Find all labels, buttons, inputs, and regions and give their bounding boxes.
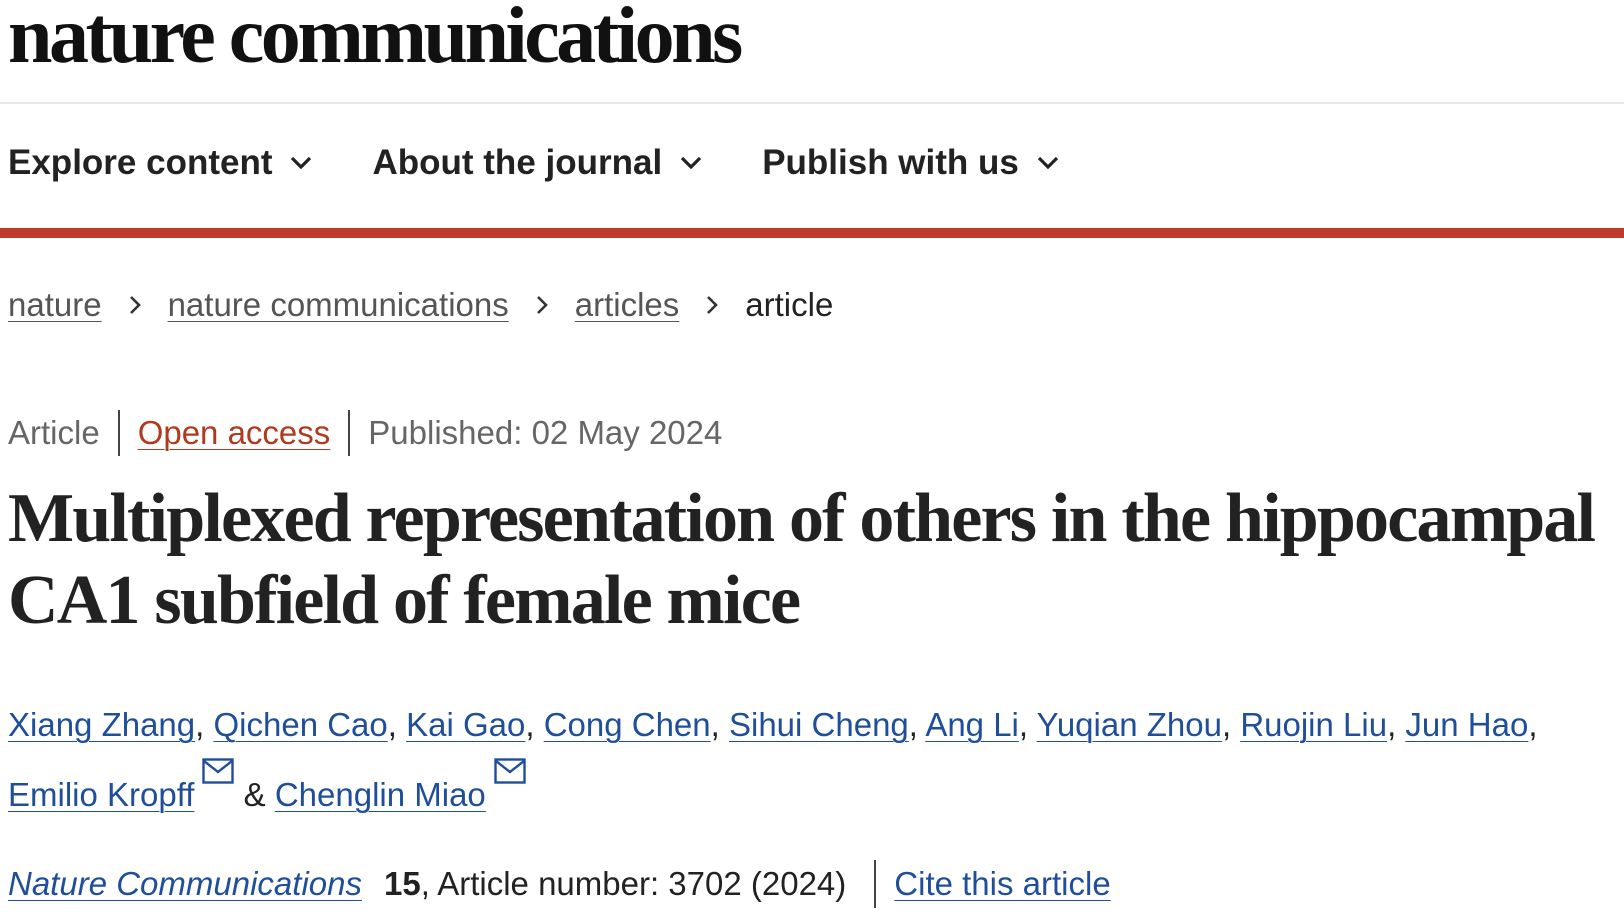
author-link[interactable]: Ruojin Liu <box>1240 706 1388 743</box>
chevron-down-icon <box>681 156 702 170</box>
author-separator: , <box>1387 706 1406 743</box>
chevron-right-icon <box>536 296 548 314</box>
nav-publish-with-us-label: Publish with us <box>762 143 1019 182</box>
author-separator: , <box>710 706 729 743</box>
breadcrumb: nature nature communications articles ar… <box>8 286 833 324</box>
author-separator: , <box>1221 706 1241 743</box>
article-meta: Article Open access Published: 02 May 20… <box>8 410 722 456</box>
breadcrumb-nature[interactable]: nature <box>8 286 102 323</box>
author-list: Xiang Zhang, Qichen Cao, Kai Gao, Cong C… <box>8 690 1620 830</box>
author-link[interactable]: Kai Gao <box>406 706 526 743</box>
breadcrumb-articles[interactable]: articles <box>574 286 680 323</box>
author-link[interactable]: Qichen Cao <box>213 706 388 743</box>
author-link[interactable]: Xiang Zhang <box>8 706 196 743</box>
mail-icon[interactable] <box>202 758 235 784</box>
chevron-right-icon <box>129 296 141 314</box>
chevron-down-icon <box>291 156 312 170</box>
author-link[interactable]: Ang Li <box>925 706 1019 743</box>
author-link[interactable]: Yuqian Zhou <box>1036 706 1222 743</box>
nav-about-journal-label: About the journal <box>372 143 663 182</box>
author-link[interactable]: Jun Hao <box>1405 706 1529 743</box>
breadcrumb-current: article <box>745 286 834 323</box>
author-separator: , <box>195 706 214 743</box>
open-access-link[interactable]: Open access <box>137 414 331 451</box>
main-nav: Explore content About the journal Publis… <box>8 143 1059 183</box>
article-number: , Article number: 3702 (2024) <box>420 865 847 902</box>
header-divider <box>0 102 1624 104</box>
author-separator: , <box>525 706 544 743</box>
volume: 15 <box>383 865 421 902</box>
meta-divider <box>117 410 120 456</box>
article-title: Multiplexed representation of others in … <box>8 480 1596 639</box>
nav-about-journal[interactable]: About the journal <box>372 143 702 183</box>
breadcrumb-nature-communications[interactable]: nature communications <box>167 286 509 323</box>
nav-explore-content[interactable]: Explore content <box>8 143 312 183</box>
author-link[interactable]: Emilio Kropff <box>8 776 195 813</box>
author-link[interactable]: Cong Chen <box>543 706 711 743</box>
author-link[interactable]: Sihui Cheng <box>728 706 909 743</box>
author-separator: , <box>908 706 926 743</box>
author-separator: , <box>1528 706 1538 743</box>
author-separator: , <box>1018 706 1037 743</box>
author-and: & <box>243 776 266 813</box>
author-link[interactable]: Chenglin Miao <box>274 776 486 813</box>
mail-icon[interactable] <box>494 758 526 784</box>
journal-link[interactable]: Nature Communications <box>8 865 362 902</box>
published-date: Published: 02 May 2024 <box>368 414 723 451</box>
nav-publish-with-us[interactable]: Publish with us <box>762 143 1059 183</box>
chevron-right-icon <box>707 296 719 314</box>
accent-bar <box>0 228 1624 238</box>
journal-logo[interactable]: nature communications <box>8 0 743 80</box>
citation: Nature Communications 15 , Article numbe… <box>8 860 1111 908</box>
nav-explore-content-label: Explore content <box>8 143 273 182</box>
cite-this-article-link[interactable]: Cite this article <box>894 865 1111 902</box>
author-separator: , <box>387 706 407 743</box>
citation-divider <box>874 860 877 908</box>
meta-divider <box>348 410 351 456</box>
chevron-down-icon <box>1037 156 1059 170</box>
article-type: Article <box>8 414 100 451</box>
